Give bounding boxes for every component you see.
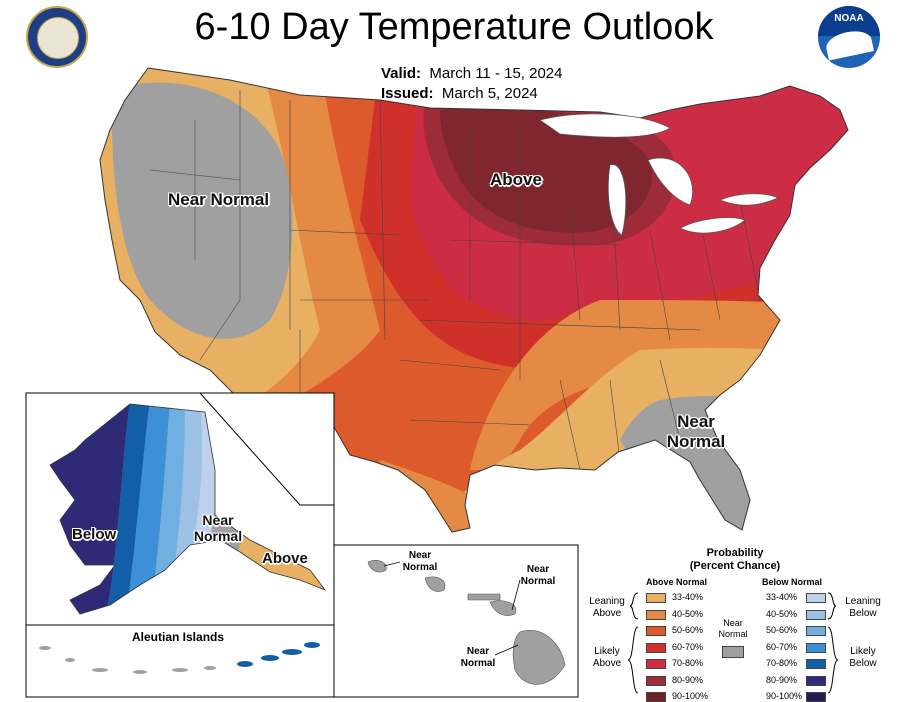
legend-above-swatch [646,659,666,669]
label-west-near-normal: Near Normal [168,190,270,209]
legend-above-label: 33-40% [672,592,704,602]
legend-below-label: 40-50% [766,608,798,619]
legend-above-header: Above Normal [646,577,708,587]
legend-leaning-below: Leaning Below [845,596,881,619]
legend-braces [627,592,839,694]
label-alaska-below: Below [72,526,117,543]
legend-above-swatch [646,675,666,686]
great-lakes [539,113,779,236]
legend-below-swatch [806,659,826,669]
label-alaska-above: Above [262,550,308,567]
legend-likely-above: Likely Above [592,646,622,669]
date-block: Valid: March 11 - 15, 2024 Issued: March… [381,64,563,104]
hawaiian-islands [367,560,566,685]
hawaii-label-2: Near Normal [520,564,556,587]
legend-below-swatch [806,609,826,620]
label-alaska-near-normal: Near Normal [193,512,243,544]
legend-above-label: 80-90% [672,674,704,685]
legend-title: Probability (Percent Chance) [689,547,781,572]
hawaii-pointers [383,561,521,656]
legend-above-label: 50-60% [672,625,704,635]
legend-above-swatch [646,642,666,653]
label-southeast-near-normal: Near Normal [666,412,726,451]
legend-near-normal-label: Near Normal [718,618,748,639]
page-title: 6-10 Day Temperature Outlook [194,6,714,48]
noaa-logo-text: NOAA [834,13,864,24]
legend-above-label: 60-70% [672,641,704,652]
legend-below-label: 60-70% [766,641,798,652]
issued-label: Issued: [381,85,434,102]
legend-below-label: 70-80% [766,658,798,668]
legend-above-label: 70-80% [672,658,704,668]
legend-below-header: Below Normal [762,577,823,587]
aleutian-islands [39,646,216,674]
legend-below-label: 33-40% [766,592,798,602]
conus-outline [99,67,849,533]
legend-near-normal-swatch [722,646,744,658]
aleutian-islands-east [237,642,320,667]
legend-likely-below: Likely Below [849,646,877,669]
label-above: Above [490,170,542,189]
legend-below-swatch [806,675,826,686]
legend-below-label: 90-100% [766,691,803,701]
legend-above-swatch [646,609,666,620]
legend-above-label: 40-50% [672,608,704,619]
eagle-emblem-icon [37,17,79,59]
legend-above-swatch [646,593,666,603]
alaska-outline [49,403,327,615]
legend-below-label: 80-90% [766,674,798,685]
valid-label: Valid: [381,65,422,82]
hawaii-label-1: Near Normal [402,550,438,573]
hawaii-label-3: Near Normal [460,646,496,669]
valid-dates: March 11 - 15, 2024 [429,65,563,82]
legend-below-label: 50-60% [766,625,798,635]
legend-below-swatch [806,626,826,636]
aleutian-inset-frame [25,624,335,698]
legend-leaning-above: Leaning Above [589,596,625,619]
legend-above-swatch [646,626,666,636]
commerce-seal-logo [26,6,88,68]
legend-below-swatch [806,593,826,603]
legend-below-swatch [806,642,826,653]
aleutian-islands-title: Aleutian Islands [132,630,225,644]
noaa-logo: NOAA [818,6,880,68]
state-borders [149,90,761,471]
legend-above-label: 90-100% [672,691,709,701]
issued-date: March 5, 2024 [441,85,538,102]
